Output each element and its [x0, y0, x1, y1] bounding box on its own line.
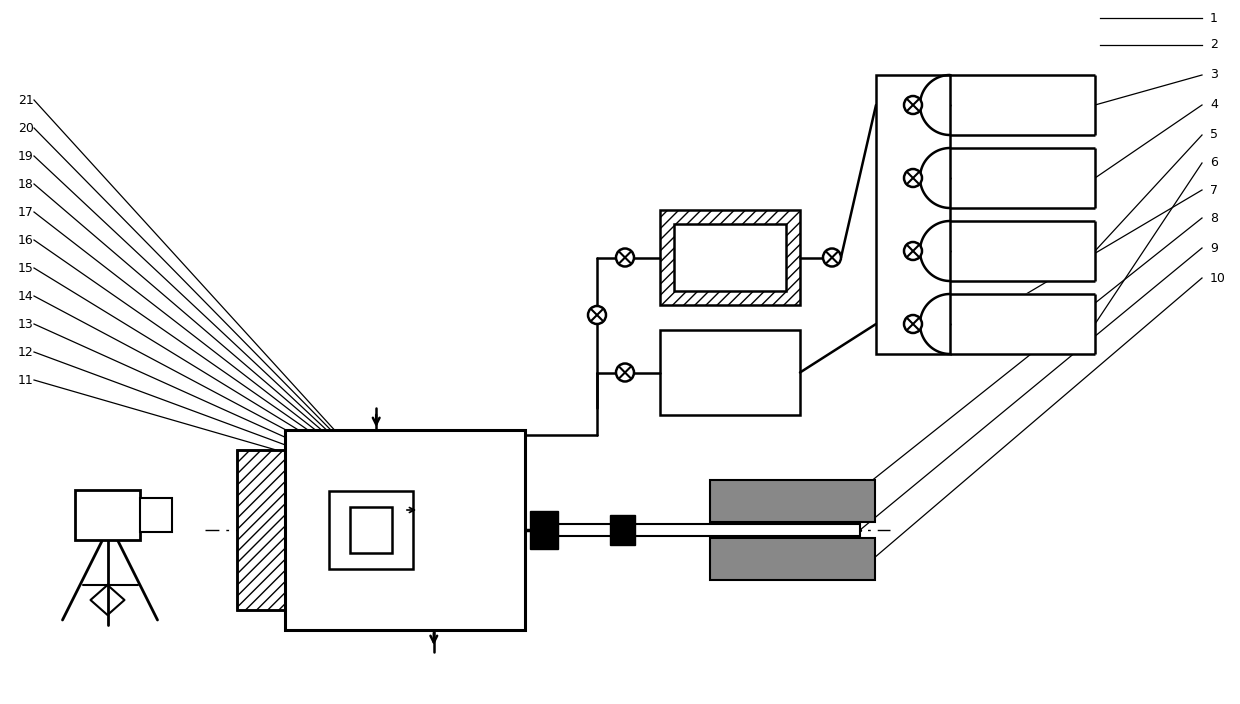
Text: 7: 7	[1210, 184, 1218, 196]
Polygon shape	[920, 75, 1095, 135]
Circle shape	[616, 363, 634, 382]
Text: 17: 17	[19, 206, 33, 218]
Bar	[660, 210, 800, 305]
Bar	[529, 511, 558, 549]
Bar	[350, 508, 392, 553]
Text: 1: 1	[1210, 11, 1218, 25]
Text: 14: 14	[19, 289, 33, 303]
Bar	[329, 491, 413, 569]
Bar	[711, 480, 875, 522]
Bar	[610, 515, 635, 545]
Bar	[495, 465, 525, 595]
Text: 9: 9	[1210, 241, 1218, 255]
Text: 10: 10	[1210, 272, 1226, 284]
Bar	[237, 450, 285, 610]
Bar	[320, 465, 495, 595]
Text: 13: 13	[19, 318, 33, 330]
Text: 5: 5	[1210, 129, 1218, 142]
Circle shape	[904, 315, 923, 333]
Circle shape	[904, 96, 923, 114]
Circle shape	[904, 242, 923, 260]
Text: 4: 4	[1210, 99, 1218, 111]
Circle shape	[904, 169, 923, 187]
Bar	[285, 430, 525, 630]
Bar	[285, 465, 320, 595]
Polygon shape	[920, 221, 1095, 281]
Text: 8: 8	[1210, 211, 1218, 225]
Bar	[558, 524, 861, 536]
Circle shape	[823, 249, 841, 267]
Text: 6: 6	[1210, 156, 1218, 170]
Bar	[140, 498, 172, 532]
Bar	[285, 595, 525, 630]
Text: 16: 16	[19, 234, 33, 246]
Bar	[675, 224, 786, 291]
Text: 19: 19	[19, 149, 33, 163]
Text: 21: 21	[19, 94, 33, 106]
Circle shape	[588, 306, 606, 324]
Bar	[285, 430, 525, 465]
Bar	[711, 538, 875, 580]
Bar	[74, 490, 140, 540]
Text: 3: 3	[1210, 68, 1218, 82]
Circle shape	[616, 249, 634, 267]
Polygon shape	[920, 148, 1095, 208]
Text: 20: 20	[19, 122, 33, 134]
Text: 18: 18	[19, 177, 33, 191]
Text: 15: 15	[19, 261, 33, 275]
Text: 11: 11	[19, 374, 33, 386]
Text: 12: 12	[19, 346, 33, 358]
Bar	[237, 450, 285, 610]
Text: 2: 2	[1210, 39, 1218, 51]
Bar	[875, 75, 950, 354]
Bar	[660, 330, 800, 415]
Polygon shape	[920, 294, 1095, 354]
